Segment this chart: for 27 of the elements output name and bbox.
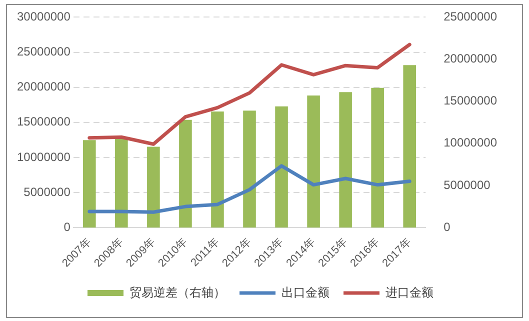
y2-tick-label: 0: [444, 220, 451, 234]
bar: [82, 140, 96, 228]
y2-tick-label: 10000000: [444, 136, 498, 150]
y-tick-label: 10000000: [17, 150, 71, 164]
bar: [211, 111, 224, 228]
bar: [339, 92, 352, 228]
legend-label: 贸易逆差（右轴）: [130, 285, 226, 300]
y-tick-label: 30000000: [17, 10, 71, 24]
bar: [115, 138, 128, 228]
y-tick-label: 5000000: [24, 184, 71, 199]
bar: [179, 120, 192, 228]
bar: [307, 95, 320, 228]
bar: [275, 106, 288, 228]
y2-tick-label: 20000000: [444, 52, 498, 66]
bar: [371, 88, 384, 228]
legend-label: 进口金额: [386, 285, 434, 300]
y-tick-label: 15000000: [17, 114, 71, 129]
bar: [243, 110, 256, 228]
y-tick-label: 20000000: [17, 80, 71, 94]
y-tick-label: 25000000: [17, 44, 71, 59]
legend-label: 出口金额: [282, 285, 330, 300]
bar: [147, 146, 160, 228]
y-tick-label: 0: [64, 220, 71, 234]
bar: [403, 65, 416, 228]
y2-tick-label: 25000000: [444, 10, 498, 24]
y2-tick-label: 15000000: [444, 94, 498, 108]
y2-tick-label: 5000000: [444, 178, 491, 192]
